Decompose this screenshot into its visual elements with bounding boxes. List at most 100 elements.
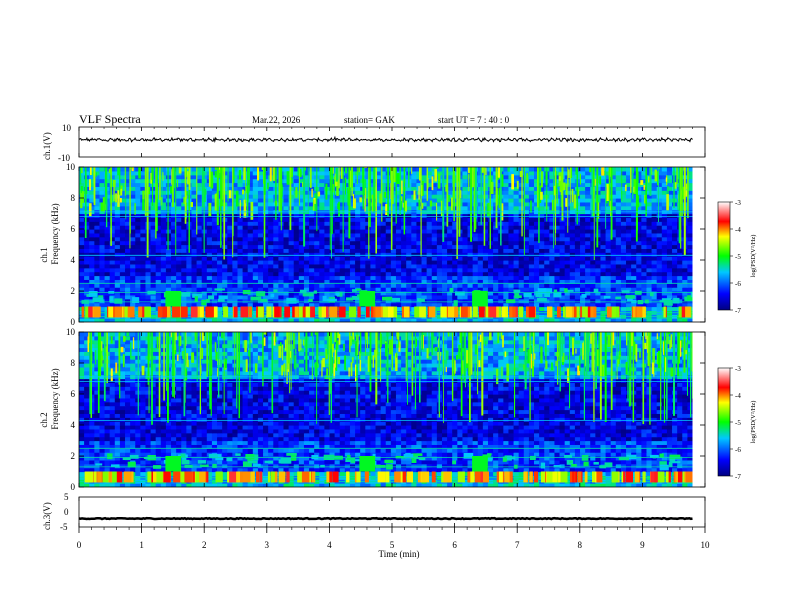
ch1-spectrogram-cell [324,205,331,211]
ch1-spectrogram-cell [395,291,402,296]
ch1-spectrogram-cell [176,186,182,191]
ch1-spectrogram-cell [656,186,663,191]
ch1-spectrogram-cell [201,283,208,288]
ch1-spectrogram-cell [283,263,290,269]
ch1-spectrogram-cell [390,267,397,273]
ch1-spectrogram-cell [339,244,346,249]
ch1-spectrogram-cell [487,279,494,284]
ch1-spectrogram-cell [314,271,320,277]
ch1-spectrogram-cell [554,170,561,176]
ch1-spectrogram-cell [94,240,101,246]
ch1-spectrogram-cell [206,240,213,246]
ch1-spectrogram-cell [441,294,448,300]
ch1-spectrogram-cell [421,267,428,273]
ch1-spectrogram-cell [411,198,418,203]
ch1-spectrogram-cell [293,275,300,280]
ch1-spectrogram-cell [298,283,305,288]
ch1-spectrogram-cell [309,182,315,187]
ch1-spectrogram-cell [431,205,438,211]
ch1-spectrogram-cell [211,271,218,277]
ch1-spectrogram-cell [636,229,642,234]
ch1-spectrogram-cell [140,318,147,322]
ch1-spectrogram-cell [436,217,443,222]
ch1-spectrogram-cell [595,275,602,280]
ch1-spectrogram-cell [171,232,177,238]
ch1-spectrogram-cell [155,283,162,288]
ch1-spectrogram-cell [227,252,233,257]
ch1-spectrogram-cell [682,275,688,280]
ch1-spectrogram-cell [191,252,198,257]
ch1-spectrogram-cell [324,256,331,261]
ch1-spectrogram-cell [436,271,443,277]
ch1-spectrogram-cell [493,275,499,280]
ch1-spectrogram-cell [360,236,366,242]
ch1-spectrogram-cell [595,244,602,249]
ch1-spectrogram-cell [646,267,653,273]
ch1-spectrogram-cell [523,225,530,230]
ch1-spectrogram-cell [513,236,520,242]
ch1-spectrogram-cell [672,167,678,172]
ch1-spectrogram-cell [309,229,315,234]
ch1-spectrogram-cell [298,240,305,246]
ch1-spectrogram-cell [626,205,632,211]
ch1-spectrogram-cell [303,294,310,300]
ch1-spectrogram-cell [99,178,106,184]
ch1-spectrogram-upper-patch [654,169,657,182]
ch1-spectrogram-cell [656,213,663,218]
ch1-spectrogram-cell [293,167,300,172]
ch1-spectrogram-cell [539,256,545,261]
ch1-spectrogram-cell [395,182,402,187]
ch1-spectrogram-upper-patch [418,196,420,210]
ch1-spectrogram-cell [641,236,648,242]
ch1-spectrogram-cell [411,186,418,191]
ch1-spectrogram-cell [94,244,101,249]
ch1-spectrogram-cell [656,294,663,300]
ch1-spectrogram-cell [549,279,556,284]
ch1-spectrogram-cell [155,198,162,203]
ch1-spectrogram-cell [344,263,351,269]
ch1-spectrogram-cell [165,170,172,176]
ch1-spectrogram-cell [641,287,648,292]
ch1-spectrogram-cell [257,275,264,280]
ch1-spectrogram-cell [380,271,387,277]
ch1-spectrogram-cell [130,244,136,249]
ch1-spectrogram-cell [661,291,668,296]
ch1-spectrogram-cell [319,186,325,191]
ch1-spectrogram-cell [651,298,658,304]
ch1-spectrogram-cell [539,244,545,249]
ch1-spectrogram-upper-patch [440,200,443,217]
ch1-spectrogram-cell [263,271,269,277]
ch1-spectrogram-cell [605,167,612,172]
ch1-spectrogram-cell [539,260,545,265]
ch1-spectrogram-upper-patch [359,197,362,203]
ch1-spectrogram-cell [150,294,157,300]
ch1-spectrogram-cell [309,174,315,180]
ch1-spectrogram-cell [181,302,187,308]
ch1-spectrogram-cell [457,275,464,280]
ch1-spectrogram-cell [549,167,556,172]
ch1-spectrogram-cell [441,194,448,199]
ch1-spectrogram-cell [641,256,648,261]
ch1-spectrogram-cell [472,240,479,246]
ch1-spectrogram-cell [150,217,157,222]
ch1-spectrogram-cell [441,283,448,288]
ch1-spectrogram-cell [293,267,300,273]
ch1-spectrogram-cell [406,190,412,195]
ch1-spectrogram-cell [395,232,402,238]
ch1-spectrogram-cell [114,275,121,280]
ch1-spectrogram-cell [462,229,469,234]
ch1-spectrogram-cell [401,244,407,249]
ch1-spectrogram-upper-patch [333,179,335,196]
ch1-spectrogram-cell [534,225,540,230]
ch1-spectrogram-cell [559,263,566,269]
ch1-spectrogram-cell [610,275,617,280]
ch1-spectrogram-cell [641,291,648,296]
ch1-spectrogram-cell [196,236,203,242]
ch1-spectrogram-cell [385,256,392,261]
ch1-spectrogram-cell [590,221,596,226]
ch1-spectrogram-cell [672,232,678,238]
ch1-spectrogram-cell [232,240,239,246]
ch1-spectrogram-cell [237,260,244,265]
ch1-spectrogram-cell [513,198,520,203]
